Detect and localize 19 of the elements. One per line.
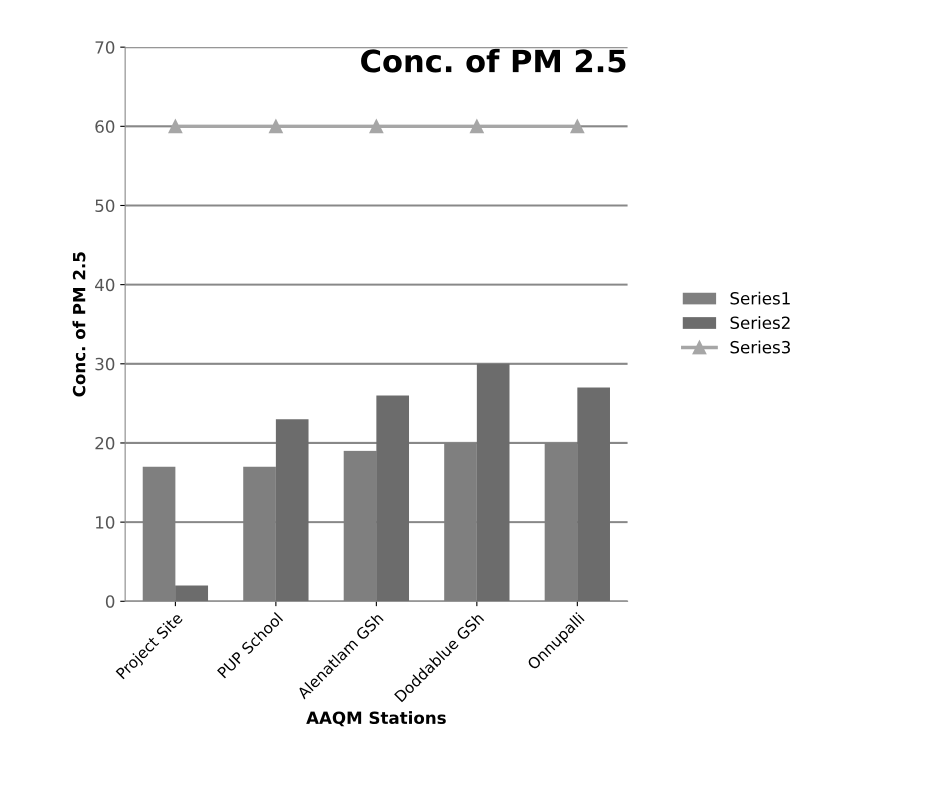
y-tick-label: 0 xyxy=(106,595,114,608)
legend-label: Series2 xyxy=(730,316,790,330)
bar xyxy=(276,419,309,602)
legend-label: Series3 xyxy=(730,340,790,354)
y-tick-label: 10 xyxy=(96,516,114,529)
bar xyxy=(476,364,510,602)
bar xyxy=(376,395,410,602)
legend-label: Series1 xyxy=(730,292,790,305)
y-tick-label: 60 xyxy=(95,120,114,133)
bar xyxy=(577,388,610,602)
chart-title: Conc. of PM 2.5 xyxy=(361,48,626,73)
y-axis-title: Conc. of PM 2.5 xyxy=(72,252,86,396)
y-tick-label: 40 xyxy=(95,278,114,292)
y-tick-label: 20 xyxy=(95,436,114,450)
y-tick-label: 70 xyxy=(96,41,114,54)
x-axis-title: AAQM Stations xyxy=(306,711,446,726)
y-tick-label: 50 xyxy=(96,199,114,212)
bar xyxy=(175,585,208,602)
y-tick-label: 30 xyxy=(95,358,114,370)
